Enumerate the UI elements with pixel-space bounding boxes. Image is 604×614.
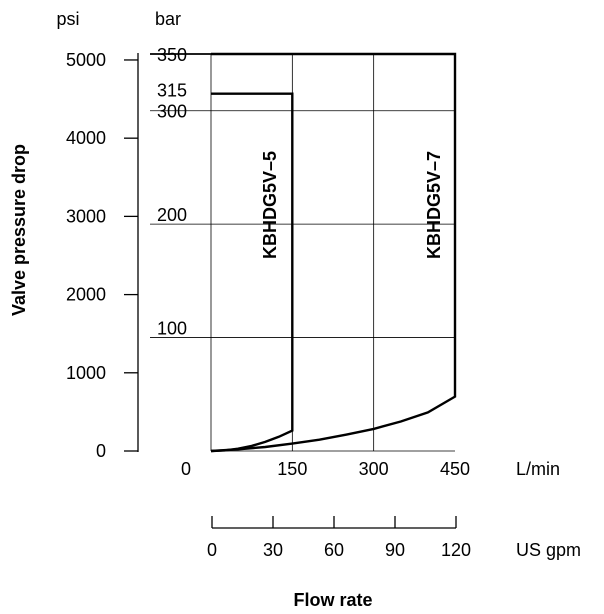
x-gridlines — [210, 54, 455, 452]
bar-tick-label: 350 — [157, 45, 187, 65]
psi-tick-label: 2000 — [66, 285, 106, 305]
psi-tick-label: 4000 — [66, 128, 106, 148]
series-line-kbhdg5v-7 — [210, 52, 457, 453]
psi-unit-label: psi — [56, 9, 79, 29]
psi-tick-label: 5000 — [66, 50, 106, 70]
psi-tick-label: 3000 — [66, 206, 106, 226]
psi-axis: 0 1000 2000 3000 4000 5000 — [66, 50, 139, 461]
bar-tick-label: 300 — [157, 102, 187, 122]
gpm-tick-label: 90 — [385, 540, 405, 560]
gpm-axis: 0 30 60 90 120 — [207, 516, 471, 560]
bar-tick-label: 200 — [157, 205, 187, 225]
series-label-kbhdg5v-5: KBHDG5V–5 — [260, 151, 280, 259]
psi-tick-label: 1000 — [66, 363, 106, 383]
bar-tick-label: 100 — [157, 319, 187, 339]
gpm-tick-label: 120 — [441, 540, 471, 560]
gpm-tick-label: 30 — [263, 540, 283, 560]
psi-tick-label: 0 — [96, 441, 106, 461]
series-label-kbhdg5v-7: KBHDG5V–7 — [424, 151, 444, 259]
bar-unit-label: bar — [155, 9, 181, 29]
series-line-kbhdg5v-5 — [210, 92, 294, 453]
x-axis-title: Flow rate — [293, 590, 372, 610]
gpm-tick-label: 0 — [207, 540, 217, 560]
lmin-tick-label: 0 — [181, 459, 191, 479]
gpm-tick-label: 60 — [324, 540, 344, 560]
bar-tick-label: 315 — [157, 81, 187, 101]
lmin-unit-label: L/min — [516, 459, 560, 479]
y-axis-title: Valve pressure drop — [9, 144, 29, 316]
lmin-tick-label: 300 — [359, 459, 389, 479]
series-lines — [210, 52, 457, 453]
lmin-tick-label: 450 — [440, 459, 470, 479]
lmin-tick-label: 150 — [277, 459, 307, 479]
gpm-unit-label: US gpm — [516, 540, 581, 560]
bar-gridlines — [150, 53, 455, 338]
lmin-axis: 0 150 300 450 — [181, 459, 470, 479]
